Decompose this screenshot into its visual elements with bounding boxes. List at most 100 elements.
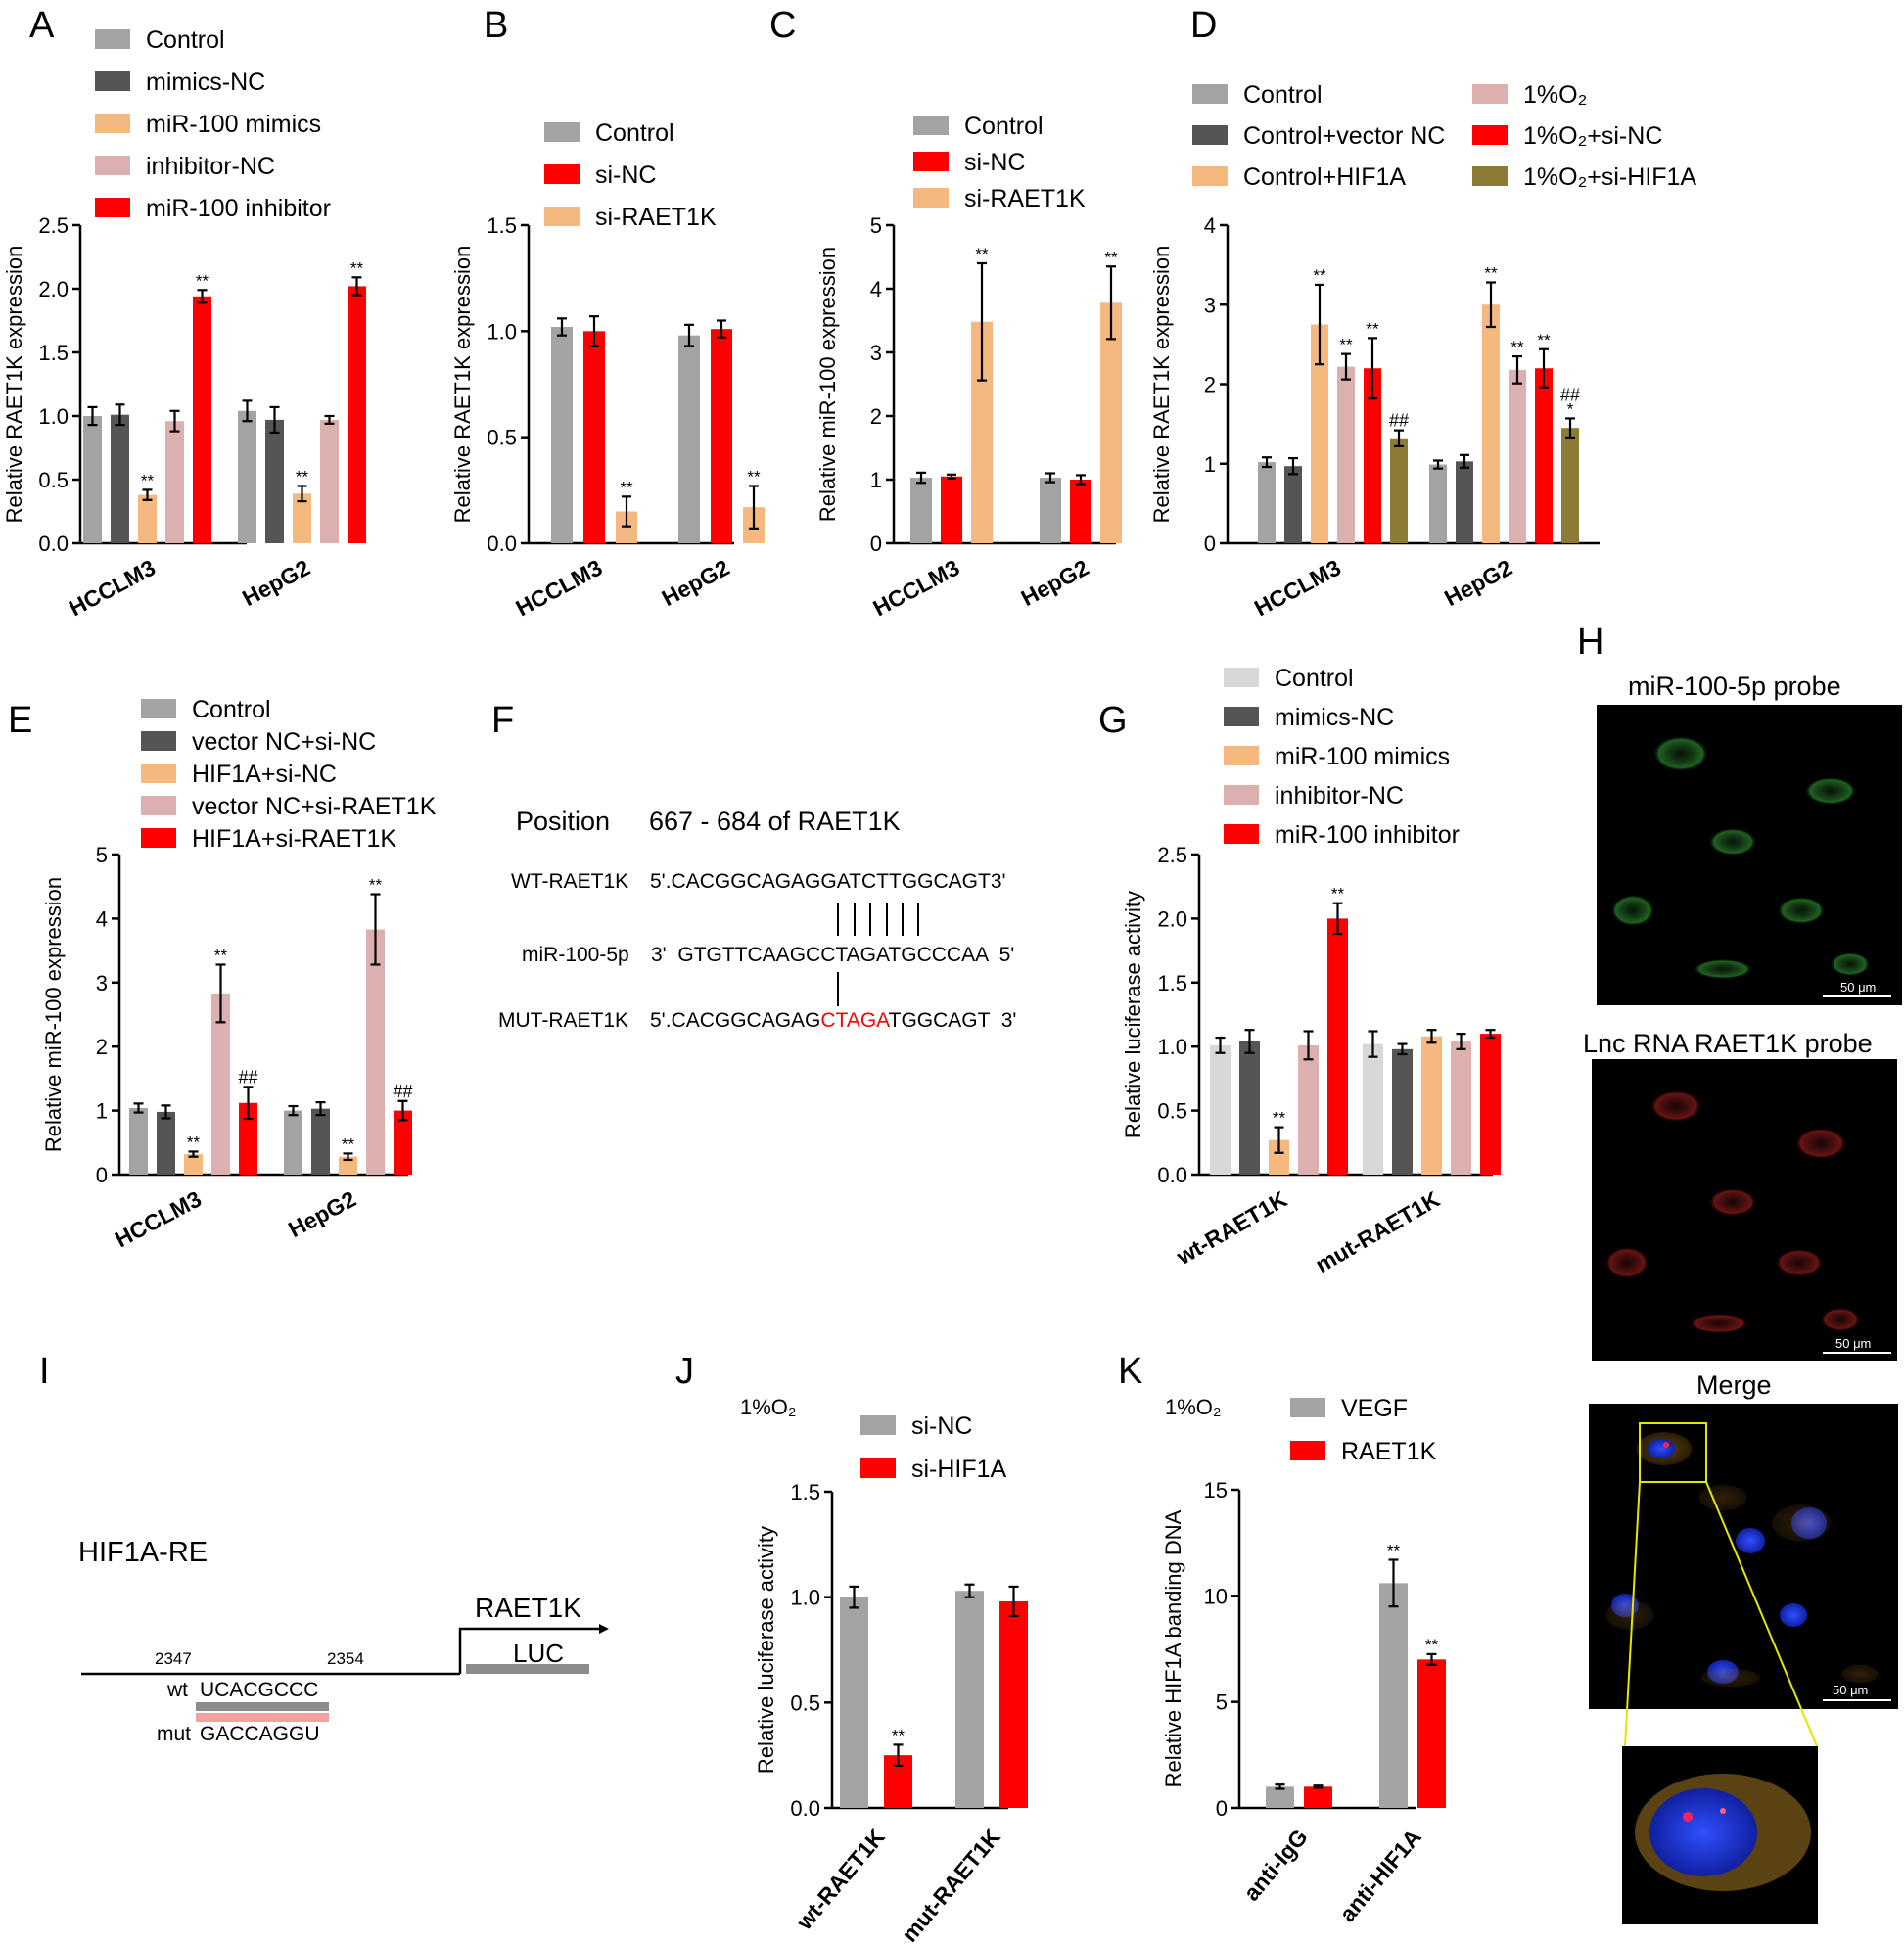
mut-seq-highlight: CTAGA [820,1009,890,1032]
condition-label: 1%O₂ [740,1395,796,1419]
category-label: HCCLM3 [869,554,964,621]
y-tick-label: 2.0 [1157,906,1187,931]
bar [339,1156,357,1175]
y-axis-label: Relative RAET1K expression [450,246,475,524]
y-tick-label: 0 [870,532,882,556]
category-label: HCCLM3 [111,1185,206,1252]
significance-label: ## [1389,411,1409,431]
bar [238,410,256,543]
gene-label: RAET1K [475,1593,581,1623]
legend-swatch [141,731,176,751]
significance-label: ** [747,468,761,486]
bar [366,929,385,1175]
legend: Control vector NC+si-NC HIF1A+si-NC vector … [141,696,437,853]
y-tick-label: 1.0 [790,1586,820,1610]
legend-label: si-HIF1A [911,1456,1007,1483]
bar [1363,1043,1383,1175]
bar [711,329,732,543]
legend-label: mimics-NC [1275,704,1394,731]
y-tick-label: 2 [96,1035,108,1059]
bar [265,419,284,543]
legend-swatch [95,114,130,133]
legend-label: si-NC [911,1412,973,1440]
legend-swatch [141,699,176,718]
legend-label: vector NC+si-NC [192,728,376,756]
significance-label: ** [350,258,364,277]
legend: Control Control+vector NC Control+HIF1A 1%O… [1192,81,1696,191]
panel-label-a: A [29,5,55,46]
y-tick-label: 0.0 [487,532,517,556]
legend-label: vector NC+si-RAET1K [192,793,437,820]
category-label: HepG2 [238,554,314,611]
bar [971,321,993,543]
y-tick-label: 15 [1204,1478,1228,1503]
wt-seq: UCACGCCC [200,1679,318,1701]
legend-swatch [860,1415,896,1435]
y-tick-label: 1.0 [1157,1035,1187,1059]
category-label: anti-HIF1A [1334,1825,1426,1927]
y-tick-label: 3 [1204,293,1216,317]
condition-label: 1%O₂ [1165,1395,1221,1419]
significance-label: ** [892,1726,906,1744]
legend-swatch [95,156,130,175]
y-tick-label: 4 [96,906,108,931]
y-tick-label: 5 [870,213,882,238]
panel-i: I HIF1A-RE 2347 2354 wt UCACGCCC mut GAC… [39,1351,609,1745]
bar [1379,1583,1408,1808]
category-label: HCCLM3 [65,554,160,621]
legend-swatch [860,1458,896,1478]
scale-bar-1: 50 μm [1840,980,1876,995]
legend-swatch [1192,166,1228,186]
bar [293,493,311,543]
bar [311,1108,330,1175]
bar [1239,1041,1260,1175]
legend-swatch [1224,824,1259,844]
legend-swatch [1224,707,1259,726]
zoom-box [1639,1422,1707,1483]
legend: Control mimics-NC miR-100 mimics inhibitor-… [1224,665,1460,849]
y-tick-label: 1 [870,468,882,492]
legend: Control mimics-NC miR-100 mimics inhibitor-… [95,26,331,222]
legend-label: miR-100 mimics [1275,743,1450,770]
legend-swatch [913,116,949,135]
position-label: Position [516,807,610,836]
legend-swatch [1192,125,1228,145]
bar [1456,461,1473,543]
mut-label: MUT-RAET1K [498,1009,628,1032]
y-tick-label: 3 [870,341,882,365]
bar [239,1102,257,1175]
significance-label: ## [393,1082,412,1101]
panel-label-f: F [491,700,514,741]
bar [83,416,102,543]
panel-label-d: D [1190,5,1217,46]
legend-swatch [1192,84,1228,104]
significance-label: ** [1104,248,1118,266]
legend-label: Control [192,696,271,723]
bar [1284,466,1302,543]
y-axis-label: Relative RAET1K expression [1149,246,1174,524]
bar [320,419,339,543]
hif1a-re-label: HIF1A-RE [78,1537,208,1568]
panel-k: K 1%O₂ 0 5 10 15 Relative HIF1A banding DNA ant… [1118,1351,1446,1926]
y-tick-label: 0.5 [1157,1099,1187,1124]
legend-swatch [913,152,949,171]
legend-swatch [544,207,580,226]
significance-label: ** [296,468,309,486]
y-tick-label: 2 [870,404,882,429]
legend-swatch [1290,1441,1325,1460]
bar [941,476,962,543]
category-label: HepG2 [658,554,734,611]
mut-seq: 5'.CACGGCAGAGCTAGATGGCAGT 3' [650,1009,1016,1032]
significance-label: ** [1273,1109,1286,1128]
probe1-title: miR-100-5p probe [1628,671,1841,701]
bar [1451,1041,1471,1175]
bar [1561,428,1579,543]
wt-label: wt [166,1679,188,1701]
legend-swatch [544,122,580,142]
significance-label: ** [1331,885,1345,903]
bar [157,1111,175,1175]
significance-label: ** [975,245,989,263]
legend-label: RAET1K [1341,1438,1437,1465]
legend-label: mimics-NC [146,69,265,96]
significance-label: ## [1560,385,1580,404]
